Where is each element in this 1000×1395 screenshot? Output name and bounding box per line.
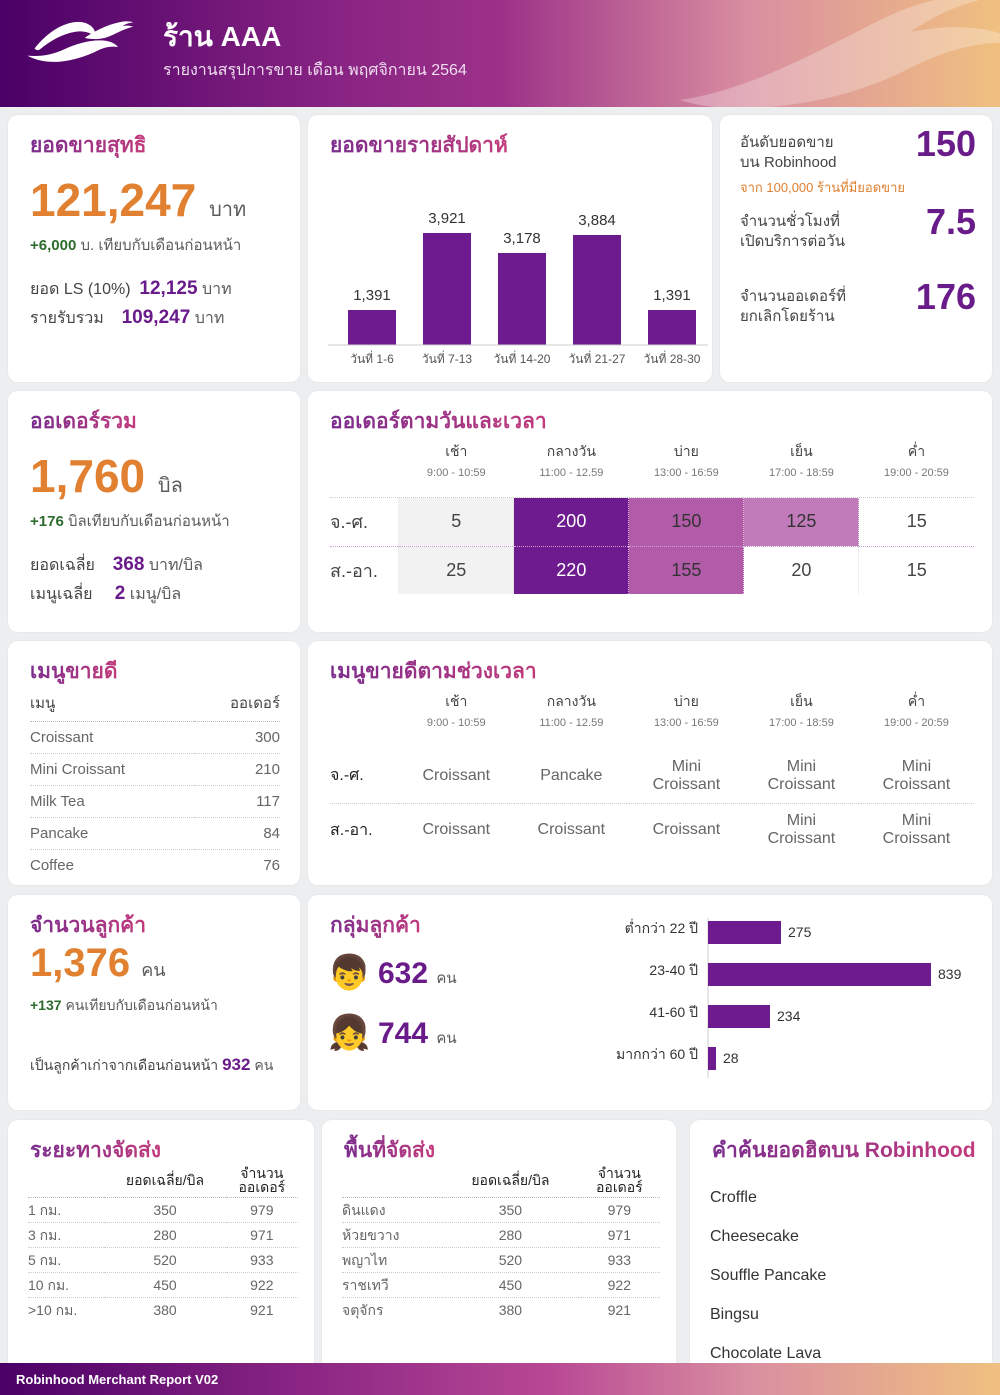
svg-text:1,391: 1,391 [353,287,391,304]
svg-text:มากกว่า 60 ปี: มากกว่า 60 ปี [616,1046,698,1062]
svg-text:23-40 ปี: 23-40 ปี [649,962,698,978]
svg-text:3,178: 3,178 [503,230,541,247]
svg-text:วันที่ 21-27: วันที่ 21-27 [569,350,626,366]
svg-text:275: 275 [788,924,812,940]
svg-text:ต่ำกว่า 22 ปี: ต่ำกว่า 22 ปี [625,919,699,936]
svg-text:วันที่ 14-20: วันที่ 14-20 [494,350,551,366]
svg-text:วันที่ 28-30: วันที่ 28-30 [644,350,701,366]
svg-text:1,391: 1,391 [653,287,691,304]
svg-text:28: 28 [723,1050,739,1066]
svg-text:839: 839 [938,966,962,982]
svg-text:3,884: 3,884 [578,212,616,229]
svg-text:วันที่ 7-13: วันที่ 7-13 [422,350,473,366]
svg-text:วันที่ 1-6: วันที่ 1-6 [350,350,394,366]
svg-text:3,921: 3,921 [428,210,466,227]
svg-text:41-60 ปี: 41-60 ปี [649,1004,698,1020]
svg-text:234: 234 [777,1008,801,1024]
